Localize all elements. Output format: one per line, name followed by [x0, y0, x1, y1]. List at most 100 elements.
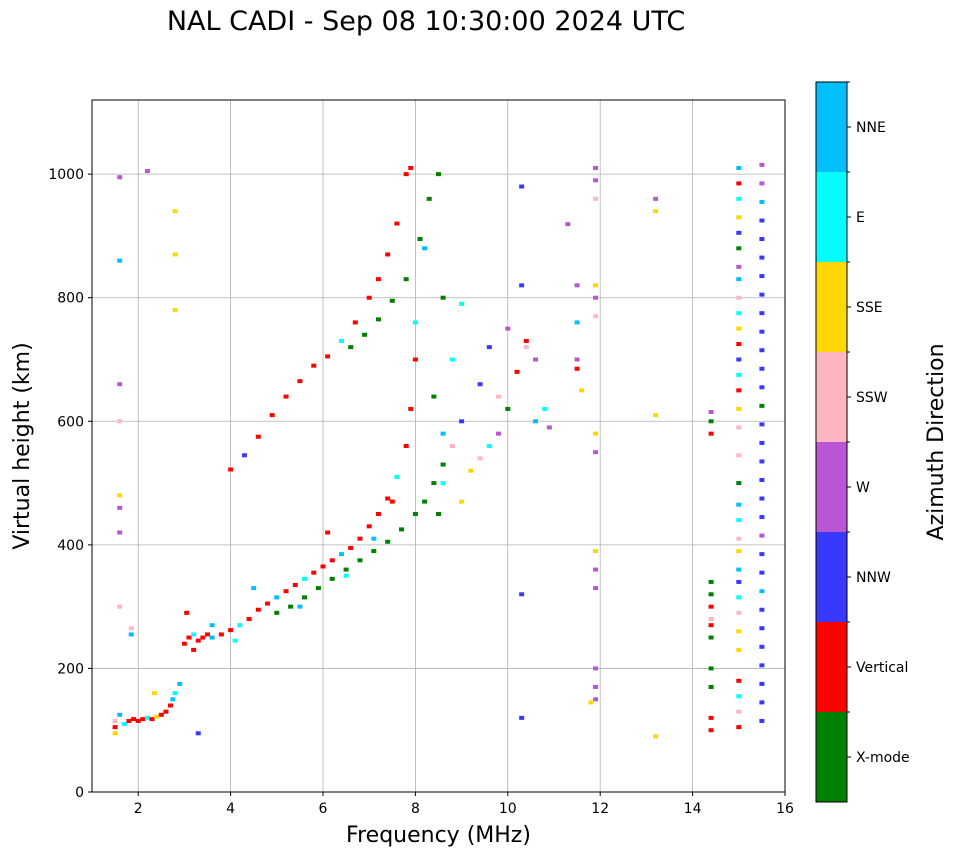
- data-point-nne: [274, 595, 280, 600]
- data-point-x-mode: [412, 511, 418, 516]
- data-point-e: [394, 474, 400, 479]
- data-point-x-mode: [431, 394, 437, 399]
- y-tick-label: 400: [57, 538, 84, 554]
- data-point-vertical: [126, 718, 132, 723]
- data-point-vertical: [408, 165, 414, 170]
- data-point-vertical: [389, 499, 395, 504]
- data-point-vertical: [135, 718, 141, 723]
- data-point-vertical: [283, 589, 289, 594]
- data-point-e: [191, 632, 197, 637]
- data-point-sse: [579, 388, 585, 393]
- data-point-vertical: [163, 709, 169, 714]
- data-point-nnw: [759, 477, 765, 482]
- colorbar-swatch-e: [816, 172, 847, 262]
- data-point-nnw: [759, 366, 765, 371]
- data-point-vertical: [255, 434, 261, 439]
- data-point-w: [546, 425, 552, 430]
- data-point-nne: [736, 502, 742, 507]
- data-point-vertical: [112, 725, 118, 730]
- data-point-ssw: [449, 444, 455, 448]
- data-point-nne: [251, 586, 257, 591]
- data-point-ssw: [496, 394, 502, 399]
- data-point-x-mode: [362, 332, 368, 337]
- data-point-nne: [297, 604, 303, 609]
- data-point-x-mode: [436, 172, 441, 177]
- data-point-e: [542, 406, 548, 411]
- data-point-w: [708, 410, 714, 415]
- data-point-vertical: [514, 369, 520, 374]
- data-point-vertical: [412, 357, 418, 362]
- data-point-vertical: [708, 623, 714, 628]
- data-point-w: [117, 175, 123, 180]
- data-point-w: [759, 162, 765, 167]
- data-point-nnw: [759, 385, 765, 390]
- data-point-x-mode: [315, 586, 321, 591]
- data-point-e: [736, 595, 742, 600]
- data-point-vertical: [708, 604, 714, 609]
- data-point-nne: [128, 632, 134, 637]
- data-point-ssw: [523, 345, 529, 350]
- data-point-ssw: [117, 604, 123, 609]
- data-point-w: [117, 530, 123, 535]
- data-point-x-mode: [385, 539, 391, 544]
- data-point-sse: [653, 413, 659, 418]
- data-point-vertical: [311, 570, 317, 575]
- data-point-vertical: [292, 583, 298, 588]
- data-point-sse: [653, 209, 659, 214]
- data-point-vertical: [736, 678, 742, 683]
- data-point-w: [593, 165, 599, 170]
- colorbar-label: Vertical: [856, 660, 908, 676]
- data-point-nnw: [519, 184, 525, 189]
- data-point-e: [338, 338, 344, 343]
- data-point-vertical: [408, 406, 414, 411]
- data-point-e: [736, 311, 742, 316]
- data-point-vertical: [297, 379, 303, 384]
- x-tick-label: 12: [591, 801, 609, 817]
- data-point-w: [574, 357, 580, 362]
- data-point-vertical: [184, 610, 190, 615]
- data-point-vertical: [357, 536, 363, 541]
- data-point-vertical: [708, 728, 714, 733]
- data-point-vertical: [195, 638, 201, 643]
- data-point-nnw: [759, 681, 765, 686]
- data-point-sse: [172, 252, 178, 257]
- data-point-vertical: [736, 342, 742, 347]
- data-point-nnw: [519, 715, 525, 720]
- data-point-nne: [736, 277, 742, 282]
- data-point-e: [486, 444, 492, 448]
- data-point-vertical: [311, 363, 317, 368]
- data-point-x-mode: [371, 549, 377, 554]
- data-point-nnw: [736, 579, 742, 584]
- data-point-x-mode: [403, 277, 409, 282]
- data-point-nne: [736, 567, 742, 572]
- data-point-nne: [177, 681, 183, 686]
- x-axis-label: Frequency (MHz): [346, 823, 531, 848]
- data-point-x-mode: [274, 610, 280, 615]
- data-point-vertical: [375, 511, 381, 516]
- data-point-sse: [588, 700, 594, 705]
- data-point-nnw: [759, 496, 765, 501]
- data-point-vertical: [186, 635, 192, 640]
- data-point-nnw: [759, 663, 765, 668]
- data-point-ssw: [736, 425, 742, 430]
- data-point-vertical: [255, 607, 261, 612]
- data-point-sse: [172, 209, 178, 214]
- y-tick-label: 1000: [48, 167, 84, 183]
- data-point-w: [736, 264, 742, 269]
- data-point-x-mode: [440, 295, 446, 300]
- data-point-sse: [593, 283, 599, 288]
- data-point-w: [496, 431, 502, 436]
- data-point-w: [574, 283, 580, 288]
- data-point-nnw: [241, 453, 247, 458]
- data-point-x-mode: [708, 579, 714, 584]
- data-point-nnw: [195, 731, 201, 736]
- data-point-vertical: [708, 715, 714, 720]
- data-point-nnw: [759, 311, 765, 316]
- data-point-vertical: [200, 635, 206, 640]
- data-point-x-mode: [505, 406, 511, 411]
- data-point-vertical: [375, 277, 381, 282]
- data-point-vertical: [403, 172, 409, 177]
- data-point-e: [736, 196, 742, 201]
- y-tick-label: 600: [57, 414, 84, 430]
- data-point-vertical: [366, 524, 372, 529]
